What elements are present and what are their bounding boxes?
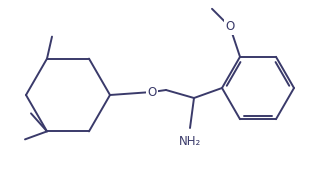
Text: O: O <box>147 85 157 98</box>
Text: O: O <box>225 20 234 33</box>
Text: NH₂: NH₂ <box>179 135 201 148</box>
